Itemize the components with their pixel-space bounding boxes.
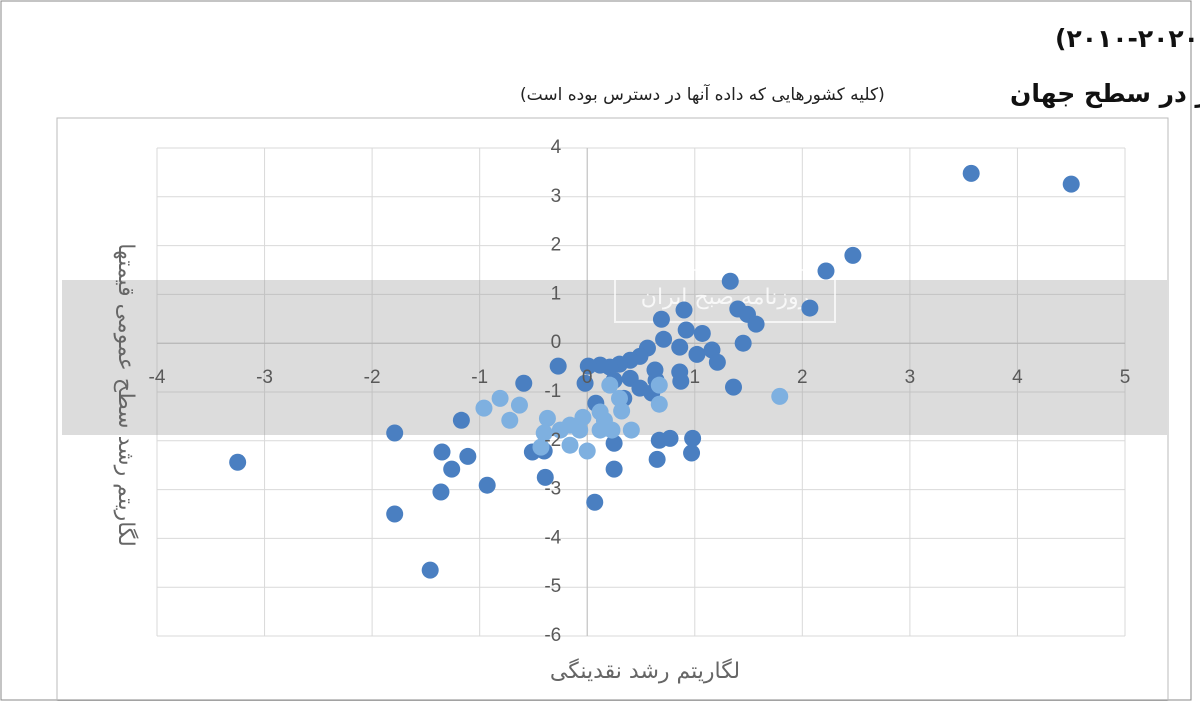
point bbox=[844, 246, 862, 264]
point bbox=[817, 262, 835, 280]
point bbox=[459, 447, 477, 465]
point bbox=[535, 424, 553, 442]
x-tick-label: -2 bbox=[364, 367, 381, 388]
x-tick-label: 1 bbox=[689, 367, 700, 388]
point bbox=[1062, 175, 1080, 193]
point bbox=[650, 431, 668, 449]
point bbox=[551, 421, 569, 439]
point bbox=[708, 353, 726, 371]
chart-title: رابطه بین رشد نقدینگی و رشد سطح عمومی قی… bbox=[1055, 24, 1200, 54]
point bbox=[561, 436, 579, 454]
y-tick-label: 0 bbox=[551, 332, 562, 353]
grid bbox=[156, 147, 1126, 637]
point bbox=[747, 315, 765, 333]
point bbox=[801, 299, 819, 317]
point bbox=[452, 411, 470, 429]
point bbox=[613, 402, 631, 420]
x-tick-label: 0 bbox=[582, 367, 593, 388]
point bbox=[578, 442, 596, 460]
x-axis-title: لگاریتم رشد نقدینگی bbox=[550, 658, 740, 684]
y-tick-label: 4 bbox=[551, 137, 562, 158]
x-tick-label: 2 bbox=[797, 367, 808, 388]
y-tick-label: -2 bbox=[544, 430, 561, 451]
x-tick-label: 3 bbox=[905, 367, 916, 388]
point bbox=[655, 330, 673, 348]
chart-note: (کلیه کشورهایی که داده آنها در دسترس بود… bbox=[520, 83, 885, 105]
y-tick-label: -1 bbox=[544, 381, 561, 402]
point bbox=[688, 345, 706, 363]
chart-subtitle: برای ۱۲۶ کشور در سطح جهان bbox=[1010, 79, 1200, 109]
y-tick-label: 1 bbox=[551, 283, 562, 304]
plot-frame bbox=[56, 117, 1169, 701]
point bbox=[386, 424, 404, 442]
point bbox=[510, 396, 528, 414]
point bbox=[601, 376, 619, 394]
point bbox=[962, 164, 980, 182]
x-tick-label: -4 bbox=[149, 367, 166, 388]
point bbox=[432, 483, 450, 501]
point bbox=[579, 357, 597, 375]
x-tick-label: -1 bbox=[471, 367, 488, 388]
point bbox=[622, 421, 640, 439]
point bbox=[610, 389, 628, 407]
point bbox=[591, 403, 609, 421]
watermark: روزنامه صبح ایران bbox=[641, 285, 809, 310]
point bbox=[605, 434, 623, 452]
point bbox=[652, 310, 670, 328]
y-tick-label: -6 bbox=[544, 625, 561, 646]
point bbox=[683, 444, 701, 462]
point bbox=[650, 376, 668, 394]
point bbox=[684, 429, 702, 447]
point bbox=[478, 476, 496, 494]
x-tick-label: 4 bbox=[1012, 367, 1023, 388]
point bbox=[433, 443, 451, 461]
point bbox=[671, 363, 689, 381]
x-tick-label: 5 bbox=[1120, 367, 1131, 388]
point bbox=[475, 399, 493, 417]
y-tick-label: -3 bbox=[544, 479, 561, 500]
point bbox=[515, 374, 533, 392]
point bbox=[574, 408, 592, 426]
point bbox=[646, 361, 664, 379]
y-tick-label: -4 bbox=[544, 527, 561, 548]
point bbox=[501, 411, 519, 429]
point bbox=[532, 438, 550, 456]
point bbox=[724, 378, 742, 396]
marks bbox=[229, 164, 1080, 579]
point bbox=[229, 453, 247, 471]
point bbox=[693, 324, 711, 342]
point bbox=[771, 387, 789, 405]
y-tick-label: 3 bbox=[551, 186, 562, 207]
y-tick-label: -5 bbox=[544, 576, 561, 597]
point bbox=[386, 505, 404, 523]
point bbox=[576, 374, 594, 392]
watermark-box bbox=[614, 269, 836, 323]
y-axis-title: لگاریتم رشد سطح عمومی قیمتها bbox=[113, 243, 139, 547]
point bbox=[677, 321, 695, 339]
point bbox=[421, 561, 439, 579]
point bbox=[491, 389, 509, 407]
y-tick-label: 2 bbox=[551, 235, 562, 256]
point bbox=[443, 460, 461, 478]
x-tick-label: -3 bbox=[256, 367, 273, 388]
point bbox=[671, 338, 689, 356]
point bbox=[536, 468, 554, 486]
point bbox=[675, 301, 693, 319]
point bbox=[549, 357, 567, 375]
point bbox=[650, 395, 668, 413]
point bbox=[721, 272, 739, 290]
point bbox=[586, 493, 604, 511]
point bbox=[734, 334, 752, 352]
point bbox=[648, 450, 666, 468]
point bbox=[605, 460, 623, 478]
point bbox=[538, 409, 556, 427]
